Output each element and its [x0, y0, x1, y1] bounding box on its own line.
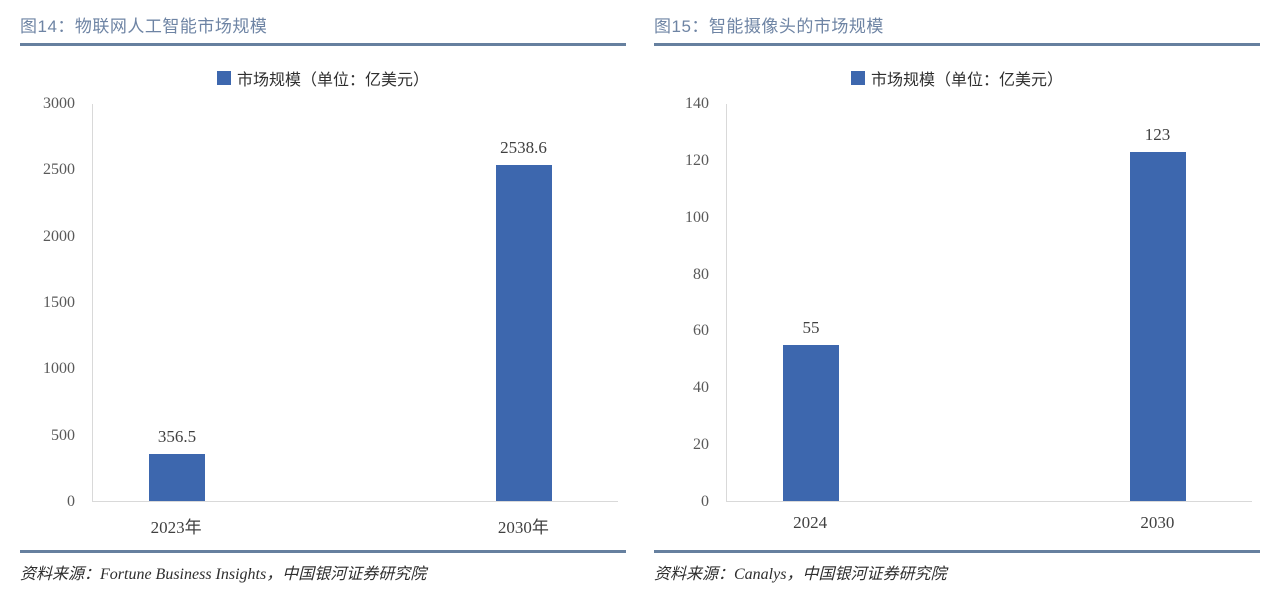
x-axis-category-label: 2023年	[150, 518, 202, 537]
bar-2024: 55	[783, 318, 839, 501]
x-axis-category-label: 2024	[793, 513, 828, 532]
legend-swatch-icon	[850, 71, 865, 85]
figure-bottom-divider	[20, 550, 626, 553]
bar-value-label: 356.5	[157, 426, 197, 446]
figure-15-smart-camera-market: 图15：智能摄像头的市场规模 市场规模（单位：亿美元） 140 120 100 80 6…	[654, 8, 1260, 584]
bar-2030: 123	[1129, 125, 1186, 501]
y-axis: 3000 2500 2000 1500 1000 500 0	[43, 95, 75, 510]
y-axis: 140 120 100 80 60 40 20 0	[685, 95, 709, 510]
chart-legend: 市场规模（单位：亿美元）	[654, 68, 1260, 89]
bar-2030年: 2538.6	[495, 138, 552, 501]
x-axis-category-label: 2030年	[497, 518, 549, 537]
x-axis: 2023年 2030年	[92, 502, 618, 537]
plot-canvas: 55 123	[726, 104, 1252, 502]
title-divider	[20, 43, 626, 46]
figure-title: 图15：智能摄像头的市场规模	[654, 17, 884, 36]
bar-2023年: 356.5	[149, 427, 205, 501]
x-axis-category-label: 2030	[1140, 513, 1175, 532]
source-note: 资料来源：Canalys，中国银河证券研究院	[654, 566, 947, 583]
figure-bottom-divider	[654, 550, 1260, 553]
legend-label: 市场规模（单位：亿美元）	[236, 72, 429, 89]
legend-swatch-icon	[216, 71, 231, 85]
legend-label: 市场规模（单位：亿美元）	[870, 72, 1063, 89]
figure-14-iot-ai-market: 图14：物联网人工智能市场规模 市场规模（单位：亿美元） 3000 2500 200…	[20, 8, 626, 584]
x-axis: 2024 2030	[726, 502, 1252, 534]
bar-value-label: 55	[802, 318, 820, 338]
source-note: 资料来源：Fortune Business Insights，中国银河证券研究院	[20, 566, 427, 583]
plot-canvas: 356.5 2538.6	[92, 104, 618, 502]
figure-title: 图14：物联网人工智能市场规模	[20, 17, 268, 36]
title-divider	[654, 43, 1260, 46]
bar-value-label: 2538.6	[500, 138, 547, 158]
chart-legend: 市场规模（单位：亿美元）	[20, 68, 626, 89]
bar-value-label: 123	[1144, 125, 1171, 145]
chart-plot-area: 3000 2500 2000 1500 1000 500 0 356.5 2538.6	[20, 95, 626, 510]
chart-plot-area: 140 120 100 80 60 40 20 0 55 123	[654, 95, 1260, 510]
